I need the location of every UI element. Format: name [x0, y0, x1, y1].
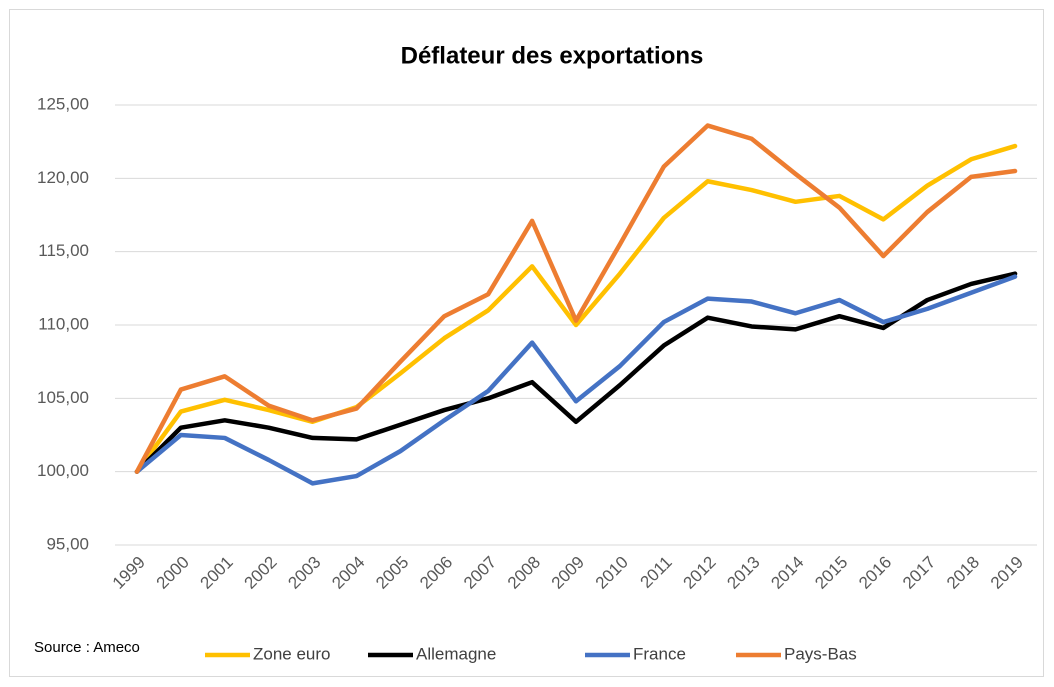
- y-tick-label: 95,00: [46, 534, 89, 553]
- y-tick-label: 105,00: [37, 388, 89, 407]
- chart-title: Déflateur des exportations: [401, 42, 704, 69]
- series-line: [134, 123, 1018, 474]
- y-tick-label: 115,00: [38, 241, 89, 260]
- legend-label: Zone euro: [253, 644, 331, 663]
- y-tick-label: 125,00: [37, 94, 89, 113]
- legend-label: France: [633, 644, 686, 663]
- y-tick-label: 100,00: [37, 461, 89, 480]
- series-line: [134, 274, 1018, 486]
- chart-border: [9, 9, 1044, 677]
- series-line: [134, 271, 1018, 474]
- y-tick-label: 110,00: [38, 314, 89, 333]
- legend-label: Allemagne: [416, 644, 496, 663]
- series-line: [134, 143, 1018, 474]
- source-note: Source : Ameco: [34, 639, 140, 656]
- y-tick-label: 120,00: [37, 168, 89, 187]
- legend-label: Pays-Bas: [784, 644, 857, 663]
